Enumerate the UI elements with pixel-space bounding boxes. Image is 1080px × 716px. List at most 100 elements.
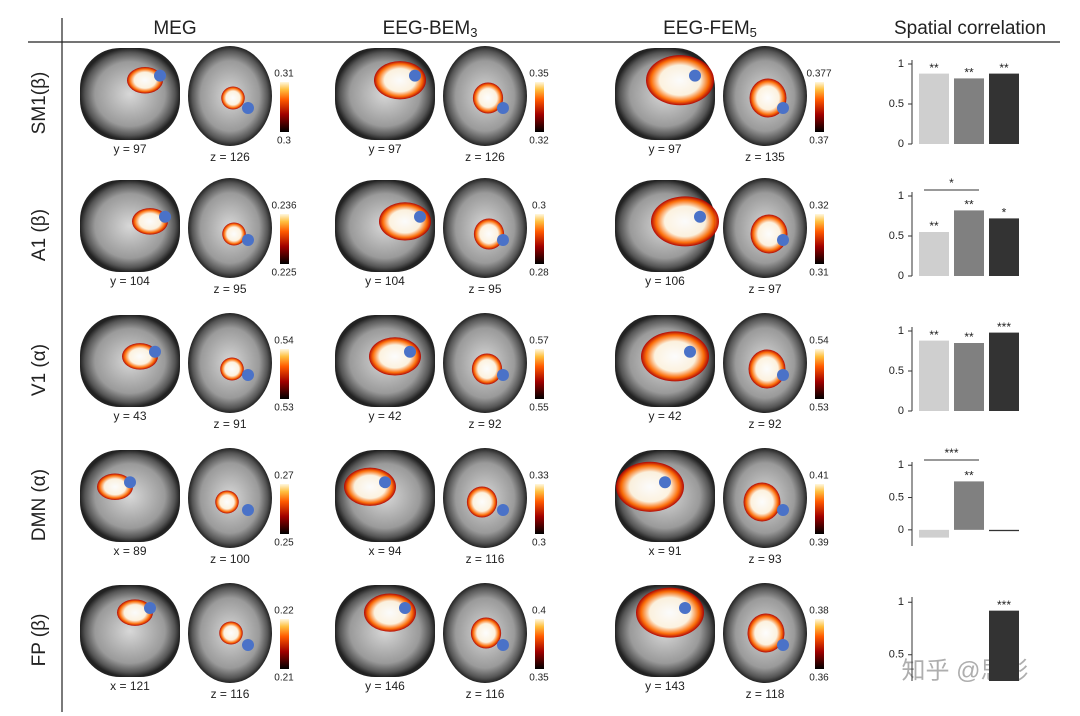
colorbar-min: 0.25: [274, 538, 294, 549]
y-tick-label: 0: [898, 405, 904, 417]
seed-marker: [144, 602, 156, 614]
column-header: MEG: [153, 18, 196, 39]
slice-label: z = 100: [210, 552, 250, 566]
seed-marker: [379, 476, 391, 489]
slice-label: z = 116: [211, 687, 250, 701]
activation-blob: [471, 353, 503, 385]
colorbar-max: 0.32: [809, 201, 829, 212]
colorbar-max: 0.57: [529, 336, 549, 347]
colorbar-min: 0.53: [274, 403, 294, 414]
seed-marker: [497, 504, 509, 516]
seed-marker: [679, 602, 691, 614]
seed-marker: [777, 369, 789, 381]
significance: **: [999, 61, 1009, 75]
slice-label: z = 97: [748, 282, 781, 296]
y-tick-label: 1: [898, 58, 904, 70]
bar: [954, 343, 984, 411]
slice-label: y = 146: [365, 679, 405, 693]
seed-marker: [242, 369, 254, 381]
row-label: V1 (α): [29, 344, 50, 396]
slice-label: z = 92: [748, 417, 781, 431]
seed-marker: [497, 369, 509, 381]
colorbar-min: 0.21: [274, 673, 294, 684]
y-tick-label: 0.5: [889, 365, 904, 377]
colorbar: [815, 349, 824, 399]
y-tick-label: 0: [898, 524, 904, 536]
column-header: EEG-FEM5: [663, 18, 757, 40]
colorbar-max: 0.38: [809, 606, 829, 617]
slice-label: z = 92: [468, 417, 501, 431]
colorbar-min: 0.55: [529, 403, 549, 414]
activation-blob: [221, 86, 245, 110]
seed-marker: [497, 234, 509, 246]
activation-blob: [473, 218, 505, 250]
colorbar-max: 0.54: [274, 336, 294, 347]
seed-marker: [404, 345, 416, 358]
slice-label: z = 93: [748, 552, 781, 566]
slice-label: x = 121: [110, 679, 150, 693]
activation-blob: [97, 473, 133, 501]
colorbar-max: 0.3: [532, 201, 546, 212]
colorbar: [280, 484, 289, 534]
row-label: SM1(β): [29, 72, 50, 135]
colorbar: [535, 484, 544, 534]
activation-blob: [748, 349, 786, 389]
bar: [919, 529, 949, 538]
colorbar-max: 0.41: [809, 471, 829, 482]
colorbar-max: 0.54: [809, 336, 829, 347]
activation-blob: [750, 214, 788, 254]
slice-label: y = 106: [645, 274, 685, 288]
seed-marker: [414, 210, 426, 223]
colorbar: [535, 214, 544, 264]
activation-blob: [219, 621, 243, 645]
slice-label: y = 42: [648, 409, 681, 423]
activation-blob: [646, 55, 714, 106]
colorbar: [815, 82, 824, 132]
activation-blob: [466, 486, 498, 518]
colorbar-max: 0.236: [271, 201, 296, 212]
seed-marker: [159, 210, 171, 223]
slice-label: x = 91: [648, 544, 681, 558]
seed-marker: [694, 210, 706, 223]
significance: **: [964, 66, 974, 80]
colorbar: [815, 214, 824, 264]
slice-label: y = 143: [645, 679, 685, 693]
bar: [989, 73, 1019, 144]
colorbar-max: 0.35: [529, 69, 549, 80]
y-tick-label: 0.5: [889, 649, 904, 661]
seed-marker: [777, 102, 789, 114]
seed-marker: [659, 476, 671, 489]
significance: ***: [944, 446, 958, 460]
seed-marker: [154, 69, 166, 82]
seed-marker: [689, 69, 701, 82]
slice-label: y = 42: [368, 409, 401, 423]
bar: [919, 73, 949, 144]
column-header-subscript: 5: [750, 25, 757, 40]
y-tick-label: 1: [898, 459, 904, 471]
column-header-text: MEG: [153, 18, 196, 39]
bar: [989, 610, 1019, 681]
slice-label: z = 135: [745, 150, 785, 164]
colorbar: [280, 349, 289, 399]
slice-label: z = 95: [468, 282, 501, 296]
slice-label: y = 97: [368, 142, 401, 156]
slice-label: z = 118: [746, 687, 785, 701]
seed-marker: [242, 504, 254, 516]
colorbar-min: 0.31: [809, 268, 829, 279]
seed-marker: [399, 602, 411, 614]
bar: [954, 210, 984, 276]
brain-slice: [80, 585, 180, 677]
activation-blob: [220, 357, 244, 381]
activation-blob: [747, 613, 785, 653]
colorbar-min: 0.28: [529, 268, 549, 279]
colorbar: [535, 619, 544, 669]
significance: **: [964, 469, 974, 483]
row-label: DMN (α): [29, 469, 50, 541]
y-tick-label: 0: [898, 138, 904, 150]
colorbar: [535, 82, 544, 132]
bar: [954, 481, 984, 530]
activation-blob: [117, 599, 153, 626]
bar: [954, 78, 984, 144]
colorbar-min: 0.37: [809, 136, 829, 147]
colorbar-max: 0.4: [532, 606, 546, 617]
